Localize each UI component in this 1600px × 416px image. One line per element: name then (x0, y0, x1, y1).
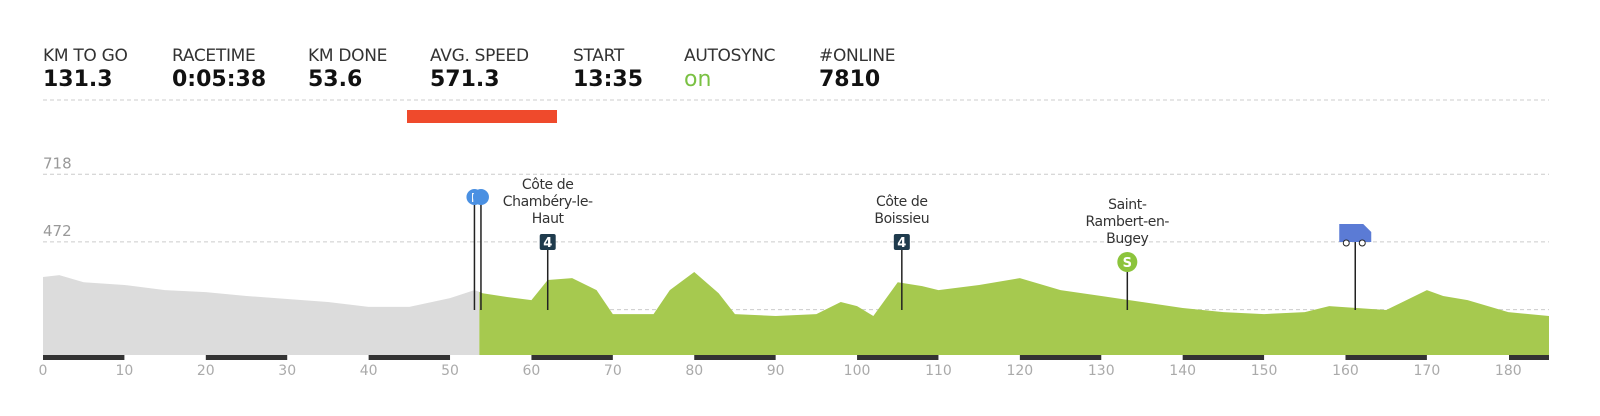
x-tick-label: 100 (844, 363, 871, 379)
axis-band (205, 355, 288, 360)
stat: AUTOSYNC on (684, 46, 776, 92)
sprint-badge (1117, 252, 1138, 272)
stat: KM TO GO 131.3 (43, 46, 128, 92)
stat-label: KM DONE (308, 46, 388, 66)
marker (1339, 224, 1372, 310)
x-tick-label: 50 (441, 363, 459, 379)
x-tick-label: 30 (278, 363, 296, 379)
stat-value: 7810 (819, 67, 881, 92)
marker: S (1117, 252, 1138, 310)
climb-badge (893, 234, 910, 250)
axis-band (1345, 355, 1427, 360)
marker-name: Côte de Boissieu (874, 194, 930, 227)
stat-label: AUTOSYNC (684, 46, 776, 66)
stat: AVG. SPEED 571.3 (430, 46, 529, 92)
marker-badge: 4 (897, 236, 906, 251)
axis-band-end (1509, 355, 1549, 360)
marker (472, 189, 489, 310)
axis-band (1019, 355, 1102, 360)
y-tick-label: 718 (43, 154, 72, 172)
stat-label: #ONLINE (819, 46, 896, 66)
x-tick-label: 170 (1414, 363, 1441, 379)
climb-badge (539, 234, 556, 250)
stat-value: 0:05:38 (172, 67, 267, 92)
axis-band (1182, 355, 1265, 360)
x-tick-label: 150 (1251, 363, 1278, 379)
marker-pin (472, 189, 489, 205)
axis-band (857, 355, 939, 360)
van-icon (1339, 224, 1372, 242)
stat: KM DONE 53.6 (308, 46, 387, 92)
marker: P (466, 189, 483, 310)
axis-band (368, 355, 451, 360)
x-tick-label: 120 (1006, 363, 1033, 379)
elevation-area (43, 275, 480, 355)
marker-name: Côte de Chambéry-le-Haut (502, 177, 593, 227)
marker-name: Saint-Rambert-en-Bugey (1085, 197, 1170, 247)
x-tick-label: 110 (925, 363, 952, 379)
x-tick-label: 140 (1169, 363, 1196, 379)
x-tick-label: 70 (604, 363, 622, 379)
stat-value: 571.3 (430, 67, 500, 92)
x-tick-label: 10 (115, 363, 133, 379)
x-tick-label: 40 (360, 363, 378, 379)
x-tick-label: 60 (523, 363, 541, 379)
stat-label: START (573, 46, 624, 66)
stat: #ONLINE 7810 (819, 46, 895, 92)
x-tick-label: 80 (685, 363, 703, 379)
van-wheel (1358, 239, 1366, 247)
stat-label: KM TO GO (43, 46, 128, 66)
stat-value: 131.3 (43, 67, 113, 92)
marker: 4 (893, 234, 910, 310)
x-tick-label: 90 (767, 363, 785, 379)
axis-band (694, 355, 776, 360)
stat-value: 53.6 (308, 67, 363, 92)
progress-indicator (407, 110, 557, 123)
van-wheel (1342, 239, 1350, 247)
stat-value: on (684, 67, 712, 92)
marker: 4 (539, 234, 556, 310)
x-tick-label: 0 (39, 363, 48, 379)
axis-band (43, 355, 125, 360)
elevation-area (479, 272, 1549, 355)
x-tick-label: 130 (1088, 363, 1115, 379)
stat: START 13:35 (573, 46, 643, 92)
stat-label: AVG. SPEED (430, 46, 529, 66)
x-tick-label: 180 (1495, 363, 1522, 379)
axis-band (531, 355, 613, 360)
marker-badge: 4 (543, 236, 552, 251)
stat-label: RACETIME (172, 46, 256, 66)
marker-badge: S (1123, 256, 1132, 271)
y-tick-label: 472 (43, 222, 72, 240)
stat-value: 13:35 (573, 67, 644, 92)
stat: RACETIME 0:05:38 (172, 46, 266, 92)
x-tick-label: 20 (197, 363, 215, 379)
x-tick-label: 160 (1332, 363, 1359, 379)
